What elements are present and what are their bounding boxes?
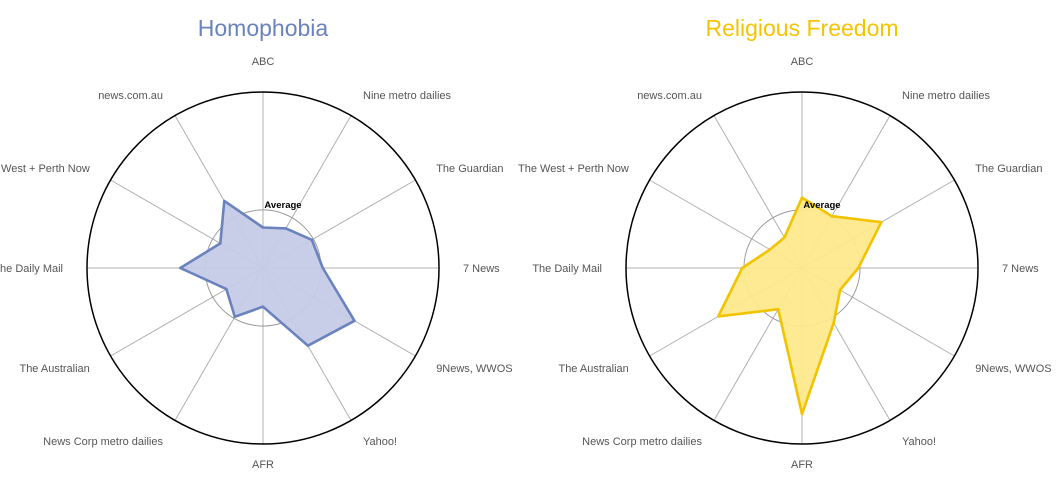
chart-title: Religious Freedom (705, 15, 898, 41)
religious-freedom-radar-chart: Religious Freedom Average ABC Nine metro da… (518, 0, 1060, 497)
category-label-abc: ABC (252, 56, 275, 68)
data-point-news-com-au (223, 199, 226, 203)
homophobia-radar-svg: Homophobia Average ABC Nine metro dailies Th… (0, 15, 513, 471)
category-label-the-australian: The Australian (19, 363, 89, 375)
data-point-the-guardian (310, 238, 313, 241)
category-label-news-corp-metro-dailies: News Corp metro dailies (582, 436, 702, 448)
category-label-the-daily-mail: The Daily Mail (0, 263, 63, 275)
category-label-the-west-perth-now: The West + Perth Now (0, 163, 90, 175)
category-label-nine-metro-dailies: Nine metro dailies (363, 90, 452, 102)
data-point-7-news (857, 266, 860, 270)
data-point-the-guardian (880, 221, 883, 224)
data-point-the-west-perth-now (219, 242, 222, 245)
religious-freedom-radar-svg: Religious Freedom Average ABC Nine metro da… (518, 15, 1052, 471)
data-point-afr (800, 412, 804, 416)
data-point-7-news (321, 266, 324, 270)
category-label-the-west-perth-now: The West + Perth Now (518, 163, 629, 175)
data-point-news-corp-metro-dailies (233, 315, 236, 318)
outer-circle (86, 91, 440, 445)
series-polygon (716, 196, 883, 416)
category-label-7-news: 7 News (463, 263, 500, 275)
category-label-news-com-au: news.com.au (98, 90, 163, 102)
chart-title: Homophobia (198, 15, 329, 41)
homophobia-radar-chart: Homophobia Average ABC Nine metro dailies Th… (0, 15, 513, 471)
data-point-the-australian (225, 287, 228, 291)
data-point-yahoo (832, 321, 835, 325)
category-label-7-news: 7 News (1002, 263, 1039, 275)
category-label-the-daily-mail: The Daily Mail (532, 263, 602, 275)
category-label-yahoo: Yahoo! (902, 436, 936, 448)
data-point-the-west-perth-now (768, 248, 772, 251)
category-label-the-australian: The Australian (558, 363, 628, 375)
category-label-afr: AFR (252, 459, 274, 471)
data-point-9news-wwos (353, 319, 356, 322)
category-label-news-corp-metro-dailies: News Corp metro dailies (43, 436, 163, 448)
category-label-news-com-au: news.com.au (637, 90, 702, 102)
data-point-the-daily-mail (179, 266, 182, 270)
category-label-the-guardian: The Guardian (975, 163, 1042, 175)
category-label-9news-wwos: 9News, WWOS (975, 363, 1051, 375)
outer-circle (625, 91, 979, 445)
data-point-9news-wwos (838, 288, 842, 292)
data-point-nine-metro-dailies (830, 215, 834, 218)
data-point-news-corp-metro-dailies (777, 308, 780, 311)
data-point-the-daily-mail (741, 266, 744, 270)
category-label-afr: AFR (791, 459, 813, 471)
category-label-yahoo: Yahoo! (363, 436, 397, 448)
data-point-news-com-au (783, 236, 786, 239)
average-label: Average (803, 200, 840, 211)
series-polygon (179, 199, 356, 348)
data-point-the-australian (717, 315, 720, 318)
average-label: Average (264, 200, 301, 211)
data-point-nine-metro-dailies (284, 227, 288, 230)
data-point-abc (261, 226, 265, 229)
category-label-nine-metro-dailies: Nine metro dailies (902, 90, 991, 102)
category-label-9news-wwos: 9News, WWOS (436, 363, 512, 375)
data-point-abc (800, 196, 804, 199)
category-label-the-guardian: The Guardian (436, 163, 503, 175)
data-point-yahoo (306, 344, 310, 347)
category-label-abc: ABC (791, 56, 814, 68)
data-point-afr (261, 305, 265, 308)
